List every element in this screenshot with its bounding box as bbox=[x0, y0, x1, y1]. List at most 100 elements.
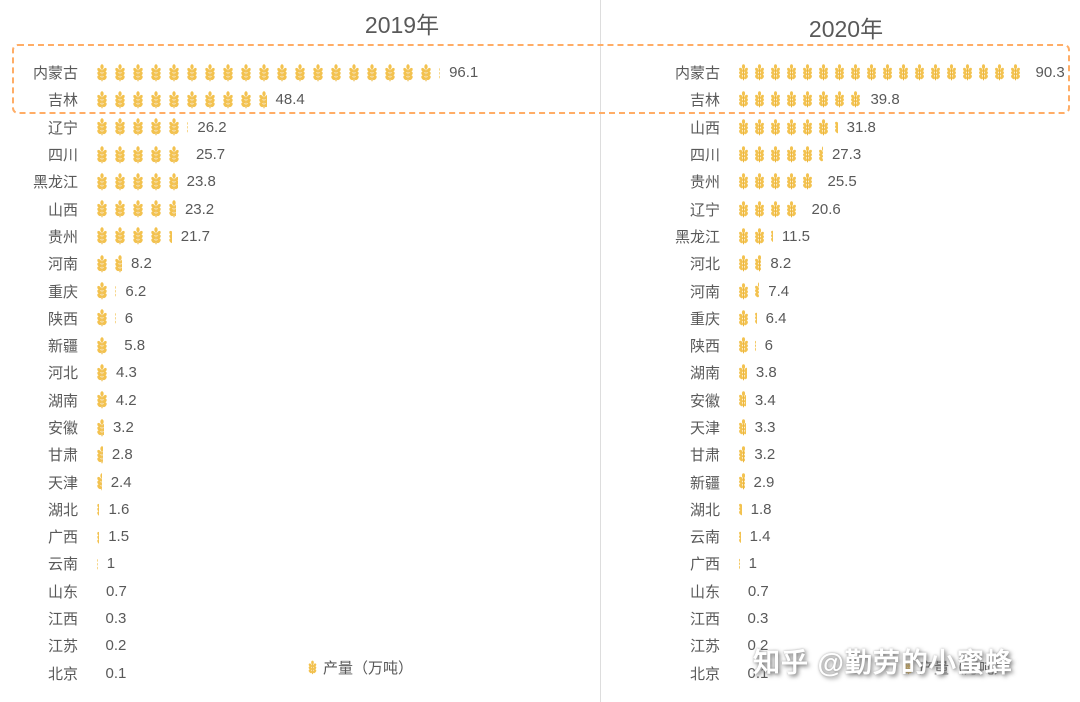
wheat-icon bbox=[95, 419, 104, 437]
icon-bar bbox=[95, 446, 103, 464]
wheat-icon bbox=[95, 582, 97, 600]
chart-row: 重庆 6.2 bbox=[0, 277, 600, 304]
wheat-icon bbox=[149, 227, 163, 245]
partial-wheat-icon bbox=[95, 664, 97, 682]
partial-wheat-icon bbox=[185, 146, 187, 164]
chart-row: 天津 3.3 bbox=[600, 414, 1080, 441]
category-label: 河北 bbox=[689, 256, 720, 274]
watermark: 知乎 @勤劳的小蜜蜂 bbox=[753, 648, 1013, 678]
wheat-icon bbox=[801, 119, 814, 136]
chart-row: 安徽 3.2 bbox=[0, 414, 600, 441]
wheat-icon bbox=[257, 91, 267, 109]
partial-wheat-icon bbox=[737, 637, 739, 655]
wheat-icon bbox=[801, 146, 814, 163]
icon-bar bbox=[95, 364, 107, 382]
icon-bar bbox=[95, 500, 99, 518]
wheat-icon bbox=[113, 200, 127, 218]
category-label: 黑龙江 bbox=[674, 228, 720, 246]
chart-row: 四川 27.3 bbox=[600, 141, 1080, 168]
wheat-icon bbox=[131, 146, 145, 164]
icon-bar bbox=[737, 637, 739, 655]
value-label: 31.8 bbox=[846, 118, 876, 136]
category-label: 重庆 bbox=[689, 310, 720, 328]
chart-divider bbox=[600, 0, 601, 702]
category-label: 新疆 bbox=[47, 338, 78, 356]
wheat-icon bbox=[95, 555, 98, 573]
wheat-icon bbox=[167, 227, 172, 245]
icon-bar bbox=[95, 255, 122, 273]
value-label: 21.7 bbox=[180, 227, 210, 245]
value-label: 1.8 bbox=[750, 500, 772, 518]
icon-bar bbox=[95, 282, 116, 300]
category-label: 湖北 bbox=[47, 501, 78, 519]
value-label: 0.2 bbox=[747, 637, 769, 655]
wheat-icon bbox=[737, 528, 741, 545]
category-label: 辽宁 bbox=[689, 201, 720, 219]
wheat-icon bbox=[185, 64, 199, 82]
value-label: 27.3 bbox=[831, 146, 862, 164]
wheat-icon bbox=[113, 227, 127, 245]
wheat-icon bbox=[311, 64, 325, 82]
category-label: 北京 bbox=[47, 665, 78, 683]
chart-row: 黑龙江 11.5 bbox=[600, 223, 1080, 250]
category-label: 广西 bbox=[689, 556, 720, 574]
chart-row: 甘肃 2.8 bbox=[0, 441, 600, 468]
category-label: 安徽 bbox=[47, 420, 78, 437]
wheat-icon bbox=[95, 610, 97, 628]
partial-wheat-icon bbox=[95, 637, 97, 655]
category-label: 四川 bbox=[689, 147, 720, 165]
icon-bar bbox=[737, 173, 819, 191]
wheat-icon bbox=[753, 64, 766, 81]
category-label: 江苏 bbox=[689, 638, 720, 656]
wheat-icon bbox=[785, 91, 798, 108]
category-label: 黑龙江 bbox=[32, 174, 78, 192]
wheat-icon bbox=[817, 119, 830, 136]
wheat-icon bbox=[737, 364, 747, 381]
wheat-icon bbox=[239, 64, 253, 82]
partial-wheat-icon bbox=[849, 91, 861, 109]
icon-bar bbox=[737, 473, 745, 491]
value-label: 90.3 bbox=[1035, 64, 1065, 82]
category-label: 江西 bbox=[47, 611, 78, 629]
chart-row: 安徽 3.4 bbox=[600, 387, 1080, 414]
icon-bar bbox=[95, 528, 99, 546]
icon-bar bbox=[95, 637, 97, 655]
category-label: 天津 bbox=[47, 474, 78, 492]
icon-bar bbox=[737, 146, 823, 164]
wheat-icon bbox=[849, 91, 861, 108]
wheat-icon bbox=[737, 555, 740, 572]
value-label: 1 bbox=[748, 555, 757, 573]
category-label: 河南 bbox=[47, 256, 78, 274]
partial-wheat-icon bbox=[437, 64, 440, 82]
value-label: 0.3 bbox=[747, 610, 769, 628]
icon-bar bbox=[737, 446, 745, 464]
icon-bar bbox=[95, 309, 116, 327]
partial-wheat-icon bbox=[95, 500, 99, 518]
category-label: 陕西 bbox=[689, 338, 720, 356]
wheat-icon bbox=[185, 91, 199, 109]
partial-wheat-icon bbox=[801, 200, 803, 218]
value-label: 8.2 bbox=[130, 255, 152, 273]
chart-row: 江西 0.3 bbox=[0, 605, 600, 632]
wheat-icon bbox=[737, 201, 750, 218]
wheat-icon bbox=[419, 64, 433, 82]
legend-label: 产量（万吨） bbox=[918, 660, 1010, 677]
partial-wheat-icon bbox=[113, 255, 122, 273]
wheat-icon bbox=[113, 282, 116, 300]
wheat-icon bbox=[95, 446, 103, 464]
wheat-icon bbox=[737, 91, 750, 108]
value-label: 4.2 bbox=[115, 391, 137, 409]
partial-wheat-icon bbox=[737, 582, 739, 600]
partial-wheat-icon bbox=[769, 227, 773, 245]
wheat-icon bbox=[801, 173, 814, 190]
category-label: 辽宁 bbox=[47, 119, 78, 137]
wheat-icon bbox=[149, 64, 163, 82]
wheat-icon bbox=[95, 173, 109, 191]
partial-wheat-icon bbox=[95, 528, 99, 546]
chart-rows-2019: 内蒙古 96.1 吉林 48.4 辽宁 26.2 四川 25.7 黑龙江 23.8 山西 23.2 贵州… bbox=[0, 59, 600, 687]
chart-row: 江苏 0.2 bbox=[600, 632, 1080, 659]
chart-row: 湖南 3.8 bbox=[600, 359, 1080, 386]
value-label: 25.7 bbox=[195, 146, 226, 164]
wheat-icon bbox=[437, 64, 440, 82]
wheat-icon bbox=[95, 337, 109, 355]
